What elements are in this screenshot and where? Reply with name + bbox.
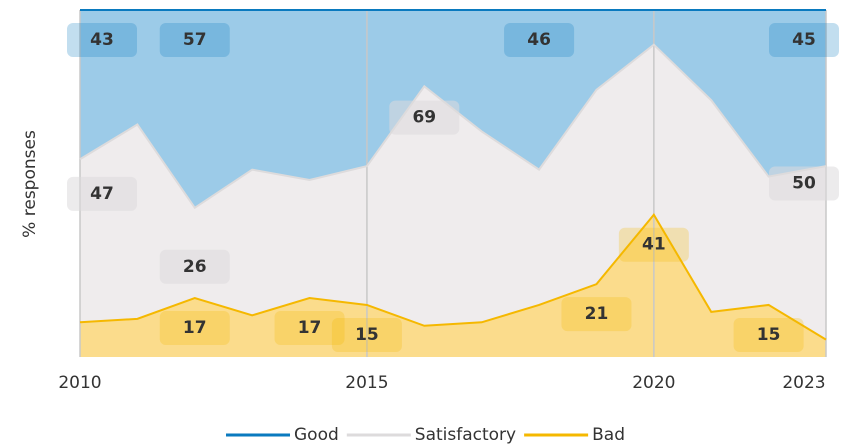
data-label-box bbox=[769, 23, 839, 57]
data-label-box bbox=[159, 23, 230, 57]
data-label-box bbox=[67, 176, 137, 211]
data-label-box bbox=[67, 23, 137, 57]
x-tick-label: 2015 bbox=[345, 373, 388, 393]
data-label-box bbox=[733, 317, 804, 352]
line bbox=[79, 212, 827, 341]
data-label-box bbox=[389, 100, 460, 135]
data-label: 45 bbox=[792, 30, 816, 50]
data-label-box bbox=[274, 311, 345, 346]
legend-label: Satisfactory bbox=[415, 425, 516, 445]
area bbox=[80, 44, 826, 340]
y-axis-label: % responses bbox=[20, 130, 40, 238]
x-tick-label: 2020 bbox=[632, 373, 675, 393]
data-label: 57 bbox=[183, 30, 207, 50]
data-label: 50 bbox=[792, 174, 816, 194]
data-label-box bbox=[769, 166, 839, 201]
area bbox=[80, 214, 826, 357]
x-tick-label: 2010 bbox=[58, 373, 101, 393]
data-label: 15 bbox=[757, 325, 781, 345]
data-label: 46 bbox=[527, 30, 551, 50]
data-label-box bbox=[618, 227, 689, 262]
data-label: 15 bbox=[355, 325, 379, 345]
data-label-box bbox=[561, 297, 632, 332]
data-label: 43 bbox=[90, 30, 114, 50]
data-label: 21 bbox=[585, 304, 609, 324]
data-label-box bbox=[159, 249, 230, 284]
data-label-box bbox=[504, 23, 575, 57]
legend-label: Good bbox=[294, 425, 339, 445]
data-label: 17 bbox=[298, 318, 322, 338]
data-label-box bbox=[331, 317, 402, 352]
data-label: 47 bbox=[90, 184, 114, 204]
legend-label: Bad bbox=[592, 425, 625, 445]
data-label: 26 bbox=[183, 257, 207, 277]
data-label: 17 bbox=[183, 318, 207, 338]
data-label: 41 bbox=[642, 235, 666, 255]
legend: Good Satisfactory Bad bbox=[226, 425, 625, 445]
data-label: 69 bbox=[412, 108, 436, 128]
x-tick-label: 2023 bbox=[782, 373, 825, 393]
data-label-box bbox=[159, 311, 230, 346]
